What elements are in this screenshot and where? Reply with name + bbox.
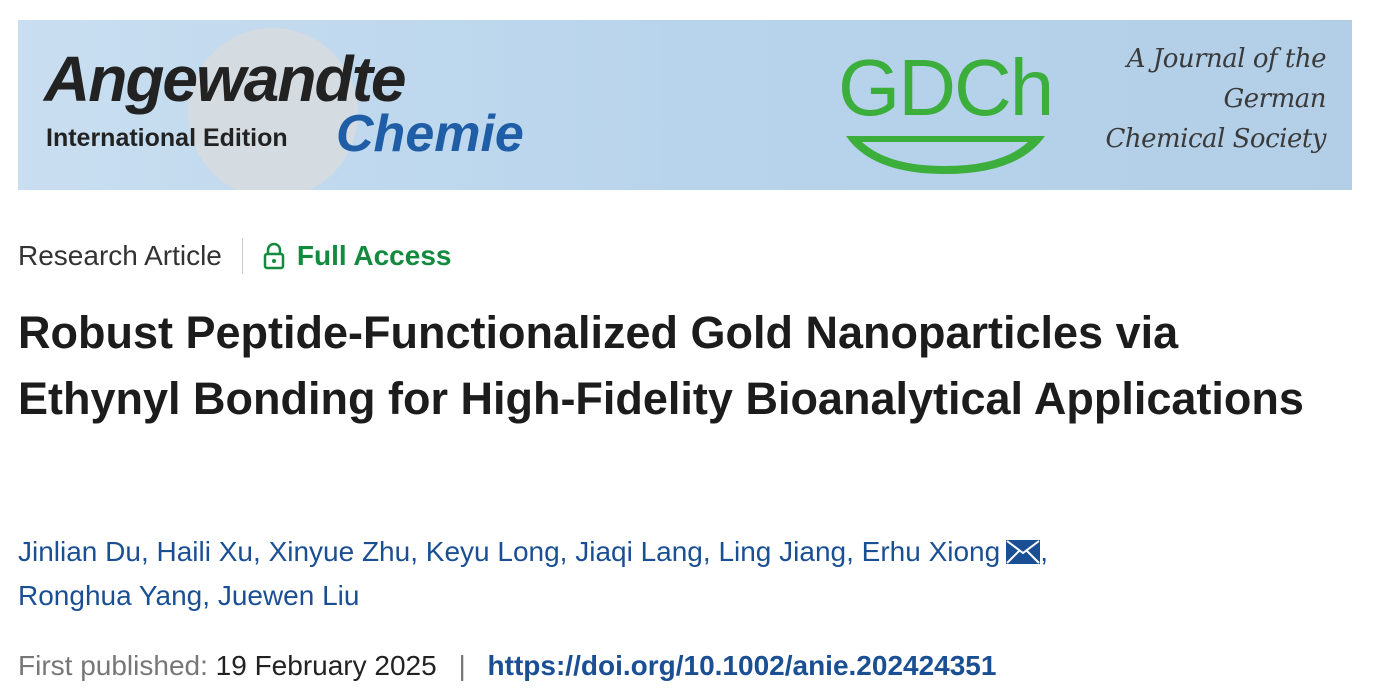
author-separator: , (202, 580, 211, 611)
lock-icon (263, 242, 285, 270)
author-link[interactable]: Jinlian Du (18, 536, 141, 567)
author-separator: , (702, 536, 711, 567)
divider: | (458, 650, 466, 681)
journal-name: Chemie (336, 105, 524, 163)
published-label: First published: (18, 650, 208, 681)
access-label: Full Access (296, 240, 452, 271)
email-icon[interactable] (1006, 540, 1041, 564)
author-item: Xinyue Zhu, (269, 536, 418, 567)
society-line: German (1223, 84, 1327, 114)
author-link[interactable]: Haili Xu (156, 536, 253, 567)
divider-line (241, 238, 243, 274)
author-item: Jinlian Du, (18, 536, 149, 567)
logo-arc (846, 136, 1045, 174)
author-item: Ronghua Yang, (18, 580, 210, 611)
journal-name: Angewandte (44, 43, 406, 115)
author-list: Jinlian Du, Haili Xu, Xinyue Zhu, Keyu L… (18, 530, 1148, 618)
author-separator: , (253, 536, 261, 567)
author-separator: , (559, 536, 568, 567)
author-link[interactable]: Xinyue Zhu (268, 536, 411, 567)
author-link[interactable]: Erhu Xiong (861, 536, 1001, 567)
article-title: Robust Peptide-Functionalized Gold Nanop… (18, 307, 1304, 424)
society-line: A Journal of the (1126, 44, 1327, 74)
author-link[interactable]: Keyu Long (425, 536, 560, 567)
author-item: Haili Xu, (157, 536, 261, 567)
author-link[interactable]: Juewen Liu (217, 580, 360, 611)
author-separator: , (410, 536, 418, 567)
society-logo: GDCh (838, 43, 1054, 132)
journal-banner[interactable]: Angewandte International Edition Chemie … (18, 20, 1352, 190)
author-item: Ling Jiang, (718, 536, 853, 567)
author-item: Jiaqi Lang, (575, 536, 710, 567)
publication-info: First published: 19 February 2025 | http… (18, 650, 996, 682)
author-link[interactable]: Ronghua Yang (18, 580, 203, 611)
banner-circle (188, 28, 358, 190)
author-link[interactable]: Jiaqi Lang (575, 536, 703, 567)
author-item: Erhu Xiong, (862, 536, 1048, 567)
article-meta: Research Article Full Access (18, 236, 451, 276)
doi-link[interactable]: https://doi.org/10.1002/anie.202424351 (487, 650, 997, 681)
published-date: 19 February 2025 (215, 650, 437, 681)
author-separator: , (846, 536, 854, 567)
edition: International Edition (46, 124, 288, 152)
author-link[interactable]: Ling Jiang (718, 536, 847, 567)
author-item: Keyu Long, (426, 536, 568, 567)
article-type: Research Article (18, 240, 222, 271)
author-separator: , (140, 536, 149, 567)
author-separator: , (1040, 536, 1048, 567)
author-item: Juewen Liu (218, 580, 360, 611)
society-line: Chemical Society (1105, 124, 1326, 154)
